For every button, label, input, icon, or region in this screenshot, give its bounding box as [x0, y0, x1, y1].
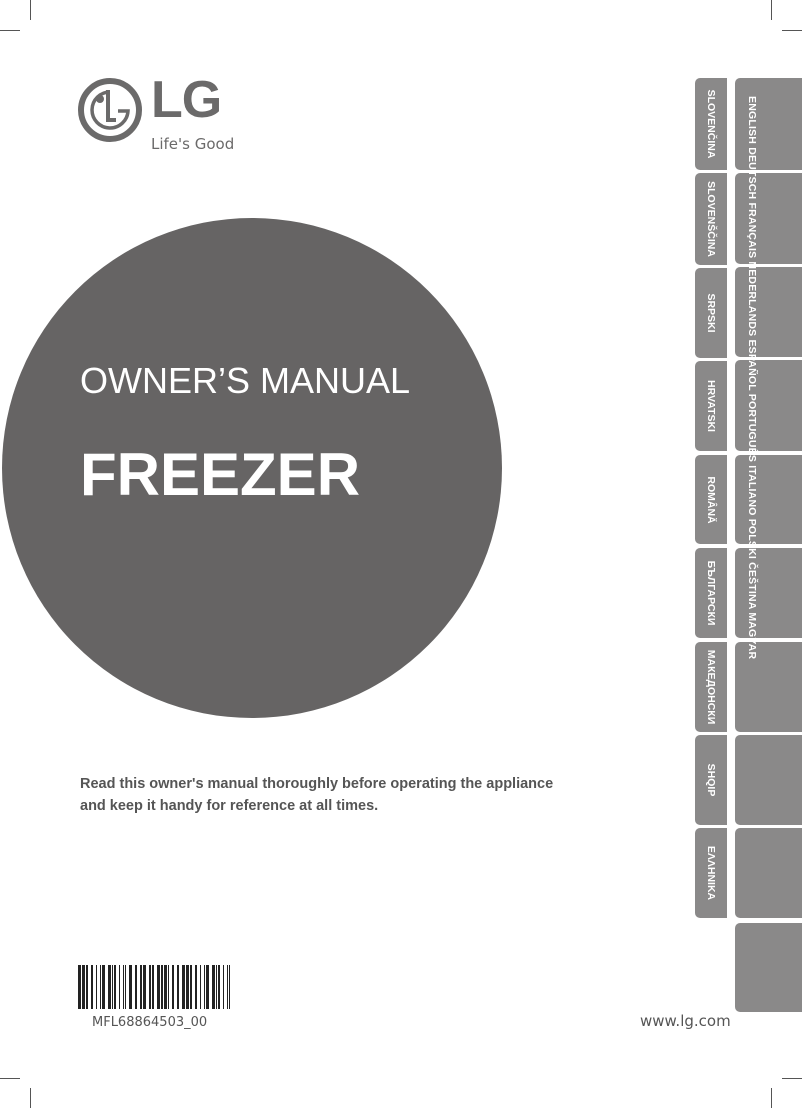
barcode-bar — [206, 965, 209, 1009]
barcode-bar — [119, 965, 120, 1009]
language-tab-outer[interactable] — [735, 267, 802, 357]
barcode-bar — [195, 965, 197, 1009]
barcode-bar — [86, 965, 88, 1009]
crop-mark — [771, 0, 772, 20]
barcode-bar — [91, 965, 93, 1009]
barcode-bar — [204, 965, 205, 1009]
part-number: MFL68864503_00 — [92, 1015, 208, 1030]
tab-label: SLOVENČINA — [705, 89, 717, 159]
barcode-bar — [216, 965, 217, 1009]
brand-tagline: Life's Good — [151, 135, 235, 153]
language-tab[interactable]: МАКЕДОНСКИ — [695, 642, 727, 732]
crop-mark — [30, 0, 31, 20]
language-tab-outer[interactable] — [735, 360, 802, 451]
barcode-bar — [82, 965, 85, 1009]
language-tab-outer[interactable] — [735, 642, 802, 732]
outer-languages: ENGLISH DEUTSCH FRANÇAIS NEDERLANDS ESPA… — [736, 96, 768, 696]
tab-label: ΕΛΛΗΝΙΚΑ — [705, 845, 717, 901]
barcode-bar — [123, 965, 124, 1009]
language-tab-outer[interactable] — [735, 828, 802, 918]
barcode-bar — [149, 965, 151, 1009]
language-tab-outer[interactable] — [735, 78, 802, 170]
barcode-bar — [212, 965, 215, 1009]
barcode-bar — [229, 965, 230, 1009]
crop-mark — [0, 1078, 20, 1079]
crop-mark — [771, 1088, 772, 1108]
language-tab-outer[interactable] — [735, 735, 802, 825]
barcode-bar — [140, 965, 142, 1009]
tab-label: ROMÂNĂ — [705, 475, 717, 524]
language-tab[interactable]: SHQIP — [695, 735, 727, 825]
language-tab[interactable]: ROMÂNĂ — [695, 455, 727, 544]
lg-face-icon — [78, 78, 142, 142]
crop-mark — [30, 1088, 31, 1108]
crop-mark — [0, 30, 20, 31]
barcode-bar — [102, 965, 105, 1009]
barcode-bar — [190, 965, 192, 1009]
barcode-bar — [218, 965, 220, 1009]
tab-label: SRPSKI — [705, 293, 717, 333]
tab-label: SLOVENŠČINA — [705, 181, 717, 257]
barcode-bar — [108, 965, 111, 1009]
language-tab[interactable]: SLOVENŠČINA — [695, 173, 727, 265]
language-tab[interactable]: ΕΛΛΗΝΙΚΑ — [695, 828, 727, 918]
barcode-bar — [135, 965, 137, 1009]
barcode-bar — [114, 965, 116, 1009]
note-line: Read this owner's manual thoroughly befo… — [80, 776, 554, 792]
barcode-bar — [172, 965, 174, 1009]
barcode-bar — [223, 965, 224, 1009]
language-tab[interactable]: HRVATSKI — [695, 361, 727, 451]
barcode-bar — [164, 965, 167, 1009]
language-tab-outer[interactable] — [735, 173, 802, 264]
barcode-bar — [177, 965, 179, 1009]
barcode-bar — [182, 965, 185, 1009]
tab-label: HRVATSKI — [705, 380, 717, 432]
brand-name: LG — [151, 71, 222, 129]
tab-label: SHQIP — [705, 763, 717, 797]
manual-title: OWNER’S MANUAL — [80, 360, 411, 401]
language-tab[interactable]: SRPSKI — [695, 268, 727, 358]
crop-mark — [782, 30, 802, 31]
note-line: and keep it handy for reference at all t… — [80, 798, 379, 814]
barcode — [78, 965, 230, 1009]
barcode-bar — [168, 965, 169, 1009]
barcode-bar — [129, 965, 132, 1009]
barcode-bar — [143, 965, 146, 1009]
barcode-bar — [112, 965, 113, 1009]
barcode-bar — [152, 965, 154, 1009]
barcode-bar — [78, 965, 81, 1009]
language-tab[interactable]: SLOVENČINA — [695, 78, 727, 170]
barcode-bar — [96, 965, 97, 1009]
barcode-bar — [157, 965, 160, 1009]
barcode-bar — [125, 965, 126, 1009]
language-tab-outer[interactable] — [735, 455, 802, 544]
website-url: www.lg.com — [640, 1012, 731, 1030]
crop-mark — [782, 1078, 802, 1079]
cover-note: Read this owner's manual thoroughly befo… — [80, 773, 553, 817]
barcode-bar — [227, 965, 228, 1009]
cover-circle — [2, 218, 502, 718]
outer-languages-label: ENGLISH DEUTSCH FRANÇAIS NEDERLANDS ESPA… — [746, 96, 758, 660]
tab-label: БЪЛГАРСКИ — [705, 560, 717, 626]
barcode-bar — [200, 965, 201, 1009]
barcode-bar — [186, 965, 189, 1009]
product-name: FREEZER — [80, 441, 361, 508]
barcode-bar — [161, 965, 163, 1009]
barcode-bar — [100, 965, 101, 1009]
tab-label: МАКЕДОНСКИ — [705, 649, 717, 725]
language-tab-outer[interactable] — [735, 548, 802, 638]
language-tab-outer[interactable] — [735, 923, 802, 1012]
language-tab[interactable]: БЪЛГАРСКИ — [695, 548, 727, 638]
